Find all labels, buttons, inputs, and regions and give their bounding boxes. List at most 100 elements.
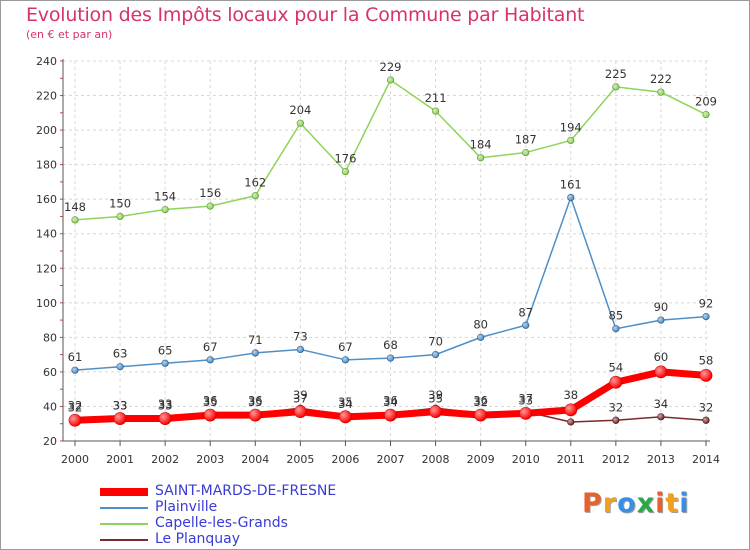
x-tick-label: 2003 xyxy=(196,453,224,466)
data-label: 37 xyxy=(293,392,308,406)
data-point-highlight xyxy=(522,322,529,329)
x-tick-label: 2001 xyxy=(106,453,134,466)
data-label: 229 xyxy=(380,60,402,74)
data-label: 36 xyxy=(203,393,218,407)
data-label: 87 xyxy=(518,305,533,319)
data-point-highlight xyxy=(297,119,304,127)
x-tick-label: 2004 xyxy=(241,453,269,466)
data-point-highlight xyxy=(204,409,217,422)
data-label: 176 xyxy=(334,152,356,166)
data-point-highlight xyxy=(657,316,665,324)
data-point-highlight xyxy=(71,366,79,374)
data-label: 36 xyxy=(383,393,398,407)
data-label: 61 xyxy=(68,350,83,364)
data-point-highlight xyxy=(114,412,127,425)
data-point-highlight xyxy=(297,346,304,353)
data-point-highlight xyxy=(159,412,172,425)
data-label: 85 xyxy=(609,309,624,323)
data-point-highlight xyxy=(116,213,124,220)
data-point-highlight xyxy=(700,369,712,382)
chart-title: Evolution des Impôts locaux pour la Comm… xyxy=(26,4,585,26)
data-point-highlight xyxy=(702,111,710,118)
data-label: 148 xyxy=(64,200,86,214)
x-tick-label: 2011 xyxy=(557,453,585,466)
data-label: 67 xyxy=(338,340,353,354)
chart-subtitle: (en € et par an) xyxy=(26,28,113,41)
data-point-highlight xyxy=(477,154,484,161)
x-tick-label: 2007 xyxy=(377,453,405,466)
y-tick-label: 160 xyxy=(36,193,57,206)
data-point-highlight xyxy=(609,376,622,389)
data-label: 184 xyxy=(470,138,492,152)
data-point-highlight xyxy=(387,76,394,84)
legend-swatch xyxy=(100,507,148,509)
data-point-highlight xyxy=(342,356,349,364)
data-point-highlight xyxy=(612,83,620,91)
data-label: 32 xyxy=(68,400,83,414)
data-point-highlight xyxy=(69,414,81,427)
data-label: 32 xyxy=(473,395,488,409)
data-label: 222 xyxy=(650,72,672,86)
legend-label: Plainville xyxy=(155,499,218,515)
data-point-highlight xyxy=(702,313,710,320)
data-point-highlight xyxy=(612,417,620,424)
x-tick-label: 2012 xyxy=(602,453,630,466)
logo-letter: r xyxy=(602,488,618,519)
data-point-highlight xyxy=(252,192,259,199)
data-label: 35 xyxy=(338,395,353,409)
y-tick-label: 120 xyxy=(36,262,57,275)
data-label: 33 xyxy=(518,393,533,407)
legend-swatch xyxy=(100,488,148,496)
data-label: 33 xyxy=(158,397,173,411)
data-label: 154 xyxy=(154,190,176,204)
data-point-highlight xyxy=(522,149,529,156)
data-point-highlight xyxy=(252,349,259,357)
data-point-highlight xyxy=(387,354,394,362)
y-tick-label: 100 xyxy=(36,297,57,310)
legend-swatch xyxy=(100,539,148,541)
data-label: 68 xyxy=(383,338,398,352)
data-label: 35 xyxy=(428,392,443,406)
logo-letter: x xyxy=(636,488,656,519)
data-label: 211 xyxy=(425,91,447,105)
data-point-highlight xyxy=(116,363,124,370)
data-label: 36 xyxy=(248,393,263,407)
axes: 20 40 60 80 100 120 140 160 180 200 220 240 2000 2001… xyxy=(36,55,720,466)
data-label: 35 xyxy=(203,395,218,409)
logo-letter: o xyxy=(617,488,637,519)
y-tick-label: 60 xyxy=(43,366,57,379)
data-point-highlight xyxy=(474,409,487,422)
data-label: 71 xyxy=(248,333,263,347)
data-label: 60 xyxy=(654,350,669,364)
data-point-highlight xyxy=(207,202,214,210)
data-point-highlight xyxy=(612,325,620,332)
data-label: 33 xyxy=(113,399,128,413)
data-label: 33 xyxy=(113,399,128,413)
logo-letter: P xyxy=(582,488,603,519)
data-point-highlight xyxy=(429,405,442,418)
data-label: 209 xyxy=(695,95,717,109)
data-point-highlight xyxy=(339,410,352,423)
x-tick-label: 2008 xyxy=(422,453,450,466)
data-label: 92 xyxy=(699,297,714,311)
y-tick-label: 240 xyxy=(36,55,57,68)
x-tick-label: 2013 xyxy=(647,453,675,466)
x-tick-label: 2006 xyxy=(331,453,359,466)
data-label: 36 xyxy=(473,393,488,407)
data-point-highlight xyxy=(432,107,439,115)
data-label: 37 xyxy=(518,392,533,406)
y-tick-label: 220 xyxy=(36,90,57,103)
data-label: 38 xyxy=(563,388,578,402)
data-label: 156 xyxy=(199,186,221,200)
y-tick-label: 200 xyxy=(36,124,57,137)
data-label: 70 xyxy=(428,335,443,349)
y-tick-label: 180 xyxy=(36,159,57,172)
logo-letter: i xyxy=(679,488,690,519)
data-point-highlight xyxy=(567,418,574,426)
data-point-highlight xyxy=(161,206,169,213)
legend-label: Le Planquay xyxy=(155,531,241,547)
data-point-highlight xyxy=(432,351,439,358)
x-tick-label: 2010 xyxy=(512,453,540,466)
data-point-highlight xyxy=(567,194,574,201)
